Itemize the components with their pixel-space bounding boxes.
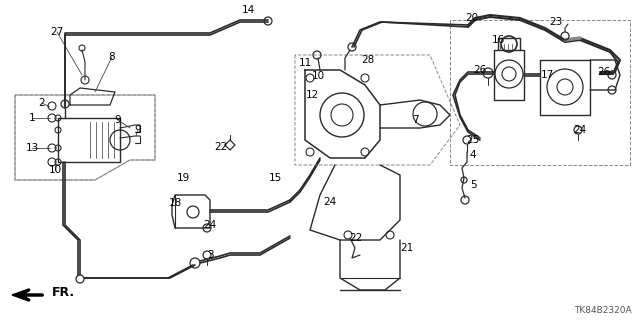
Text: FR.: FR. [52,285,75,299]
Text: 22: 22 [214,142,228,152]
Polygon shape [12,290,26,300]
Text: 3: 3 [207,250,213,260]
Text: 12: 12 [305,90,319,100]
Text: 7: 7 [412,115,419,125]
Text: 28: 28 [362,55,374,65]
Text: TK84B2320A: TK84B2320A [574,306,632,315]
Text: 24: 24 [573,125,587,135]
Text: 10: 10 [312,71,324,81]
Text: 20: 20 [465,13,479,23]
Text: 17: 17 [540,70,554,80]
Text: 16: 16 [492,35,504,45]
Text: 4: 4 [470,150,476,160]
Text: 27: 27 [51,27,63,37]
Text: 22: 22 [349,233,363,243]
Text: 18: 18 [168,198,182,208]
Text: 25: 25 [467,135,479,145]
Text: 26: 26 [474,65,486,75]
Text: 5: 5 [470,180,476,190]
Text: 24: 24 [204,220,216,230]
Circle shape [76,275,84,283]
Text: 26: 26 [597,67,611,77]
Text: 10: 10 [49,165,61,175]
Text: 24: 24 [323,197,337,207]
Text: 2: 2 [38,98,45,108]
Text: 9: 9 [115,115,122,125]
Text: 9: 9 [134,125,141,135]
Text: 14: 14 [241,5,255,15]
Text: 21: 21 [401,243,413,253]
Text: 8: 8 [109,52,115,62]
Text: 15: 15 [268,173,282,183]
Text: 23: 23 [549,17,563,27]
Text: 19: 19 [177,173,189,183]
Text: 13: 13 [26,143,38,153]
Text: 1: 1 [29,113,35,123]
Text: 11: 11 [298,58,312,68]
